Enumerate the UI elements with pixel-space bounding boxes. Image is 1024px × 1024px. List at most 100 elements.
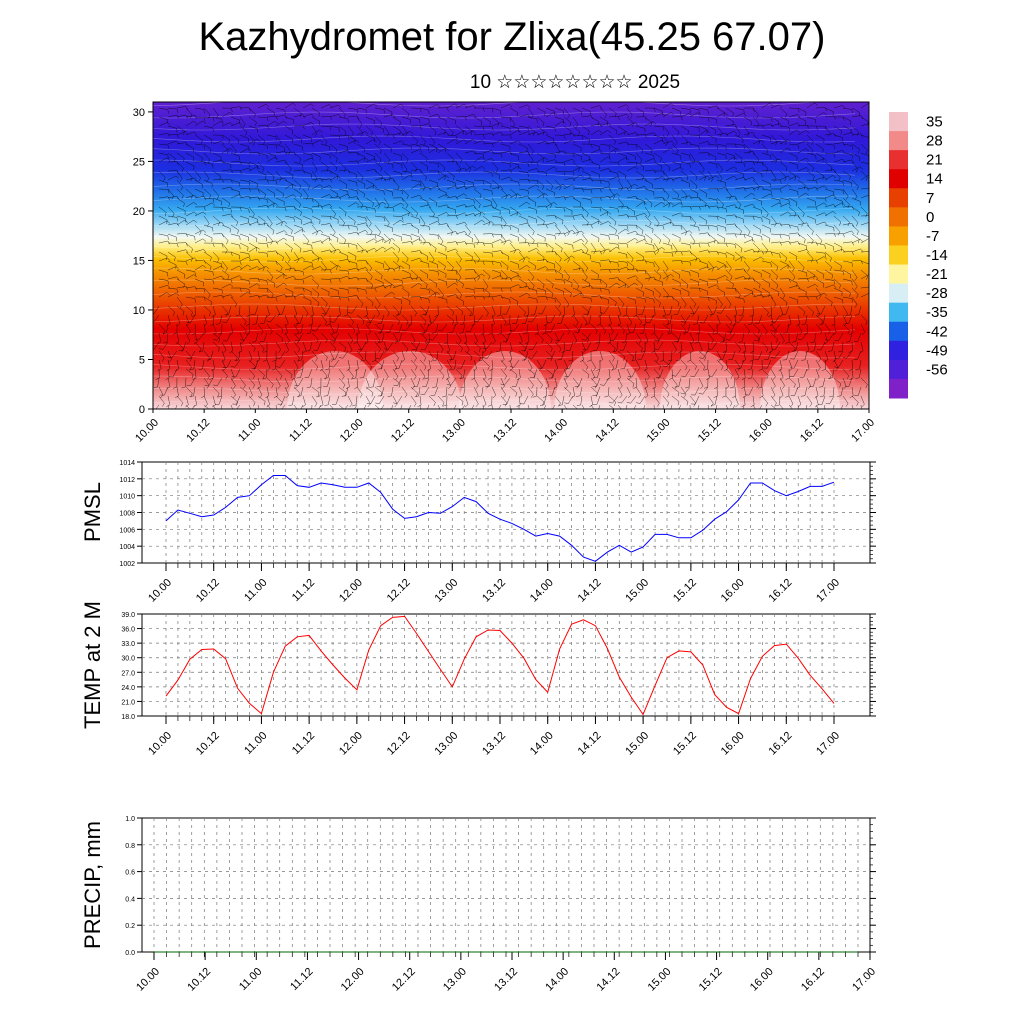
colorbar-segment [889,226,908,246]
colorbar-label: -56 [926,361,948,378]
pmsl-ytick-label: 1012 [119,477,135,484]
pmsl-ylabel: PMSL [80,482,105,542]
pmsl-ytick-label: 1008 [119,511,135,518]
temp-xtick-label: 14.12 [576,730,604,758]
temp-xtick-label: 16.00 [719,730,747,758]
chart-title: Kazhydromet for Zlixa(45.25 67.07) [198,15,826,59]
temp-xtick-label: 15.12 [671,730,699,758]
colorbar-label: 28 [926,133,943,150]
contour-line [153,375,856,383]
heatmap-field [153,102,869,409]
colorbar-segment [889,169,908,189]
contour-line [153,267,856,275]
pmsl-ytick-label: 1002 [119,561,135,568]
temp-xtick-label: 10.00 [146,730,174,758]
colorbar-segment [889,378,908,399]
contour-line [153,219,856,227]
contour-line [153,231,856,239]
temp-ytick-label: 21.0 [121,699,135,706]
temp-xtick-label: 11.12 [290,730,317,757]
heatmap-xtick-label: 11.00 [236,417,263,444]
colorbar-label: -21 [926,266,948,283]
colorbar: 35 28 21 14 7 0 -7 -14 -21 -28 -35 -42 -49 -56 [889,112,948,399]
precip-xtick-label: 13.12 [492,966,520,994]
precip-ylabel: PRECIP, mm [80,821,105,949]
colorbar-segment [889,340,908,361]
pmsl-ytick-label: 1014 [119,460,135,467]
heatmap-xtick-label: 15.12 [696,417,724,445]
heatmap-xtick-label: 15.00 [645,417,673,445]
colorbar-label: -7 [926,228,939,245]
heatmap-xtick-label: 16.12 [798,417,826,445]
contour-line [153,315,856,323]
contour-line [153,279,856,287]
colorbar-label: 0 [926,209,934,226]
pmsl-xtick-label: 13.00 [432,577,460,605]
temp-xtick-label: 10.12 [194,730,222,758]
contour-line [153,183,856,191]
pmsl-panel: 1002 1004 1006 1008 1010 1012 1014 10.00 10.12 11… [80,460,876,605]
contour-line [153,399,856,407]
pmsl-ytick-label: 1004 [119,544,135,551]
temp-xtick-label: 14.00 [528,730,556,758]
precip-xtick-label: 11.00 [237,966,264,993]
temp-ytick-label: 24.0 [121,685,135,692]
heatmap-xtick-label: 11.12 [287,417,314,444]
precip-xtick-label: 11.12 [288,966,315,993]
precip-xtick-label: 15.12 [697,966,725,994]
precip-xtick-label: 17.00 [850,966,878,994]
precip-xtick-label: 15.00 [646,966,674,994]
temp-xtick-label: 13.00 [432,730,460,758]
pmsl-xtick-label: 15.00 [623,577,651,605]
heatmap-xtick-label: 16.00 [747,417,775,445]
heatmap-panel: 0 5 10 15 20 25 30 10.00 10.12 11.00 11.12 12.00 12.… [133,101,877,445]
colorbar-segment [889,321,908,342]
colorbar-segment [889,150,908,170]
temp-xtick-label: 12.12 [385,730,413,758]
temp-panel: 18.0 21.0 24.0 27.0 30.0 33.0 36.0 39.0 10.00 10.… [80,601,876,758]
precip-ytick-label: 0.4 [125,896,135,903]
contour-line [153,327,856,335]
temp-ytick-label: 27.0 [121,670,135,677]
precip-xtick-label: 14.00 [543,966,571,994]
contour-line [153,339,856,347]
colorbar-label: -14 [926,247,948,264]
precip-xtick-label: 16.00 [748,966,776,994]
pmsl-xtick-label: 11.00 [242,577,269,604]
pmsl-xtick-label: 10.12 [194,577,222,605]
pmsl-xtick-label: 12.00 [337,577,365,605]
warm-bubble-5 [760,351,840,409]
heatmap-xtick-label: 17.00 [849,417,877,445]
contour-line [153,255,856,263]
colorbar-segment [889,264,908,285]
colorbar-segment [889,359,908,380]
pmsl-xtick-label: 11.12 [290,577,317,604]
colorbar-segment [889,207,908,227]
heatmap-ytick-label: 20 [133,206,145,218]
precip-xtick-label: 13.00 [441,966,469,994]
colorbar-label: -49 [926,342,948,359]
heatmap-xtick-label: 12.12 [389,417,417,445]
contour-line [153,351,856,359]
chart-subtitle: 10 ☆☆☆☆☆☆☆☆ 2025 [469,72,681,93]
pmsl-xtick-label: 17.00 [814,577,842,605]
heatmap-xtick-label: 10.00 [133,417,161,445]
pmsl-series-line [165,475,835,562]
warm-bubble-1 [358,351,462,409]
temp-ytick-label: 33.0 [121,641,135,648]
precip-xtick-label: 14.12 [594,966,622,994]
pmsl-xtick-label: 14.12 [576,577,604,605]
colorbar-segment [889,283,908,304]
precip-xtick-label: 12.12 [390,966,418,994]
heatmap-ytick-label: 25 [133,156,145,168]
heatmap-ytick-label: 0 [139,404,145,416]
temp-xtick-label: 13.12 [480,730,508,758]
colorbar-label: 35 [926,114,943,131]
pmsl-xtick-label: 14.00 [528,577,556,605]
temp-xtick-label: 11.00 [242,730,269,757]
precip-ytick-label: 0.8 [125,843,135,850]
pmsl-xtick-label: 15.12 [671,577,699,605]
wind-barbs [153,102,869,409]
colorbar-segment [889,302,908,323]
